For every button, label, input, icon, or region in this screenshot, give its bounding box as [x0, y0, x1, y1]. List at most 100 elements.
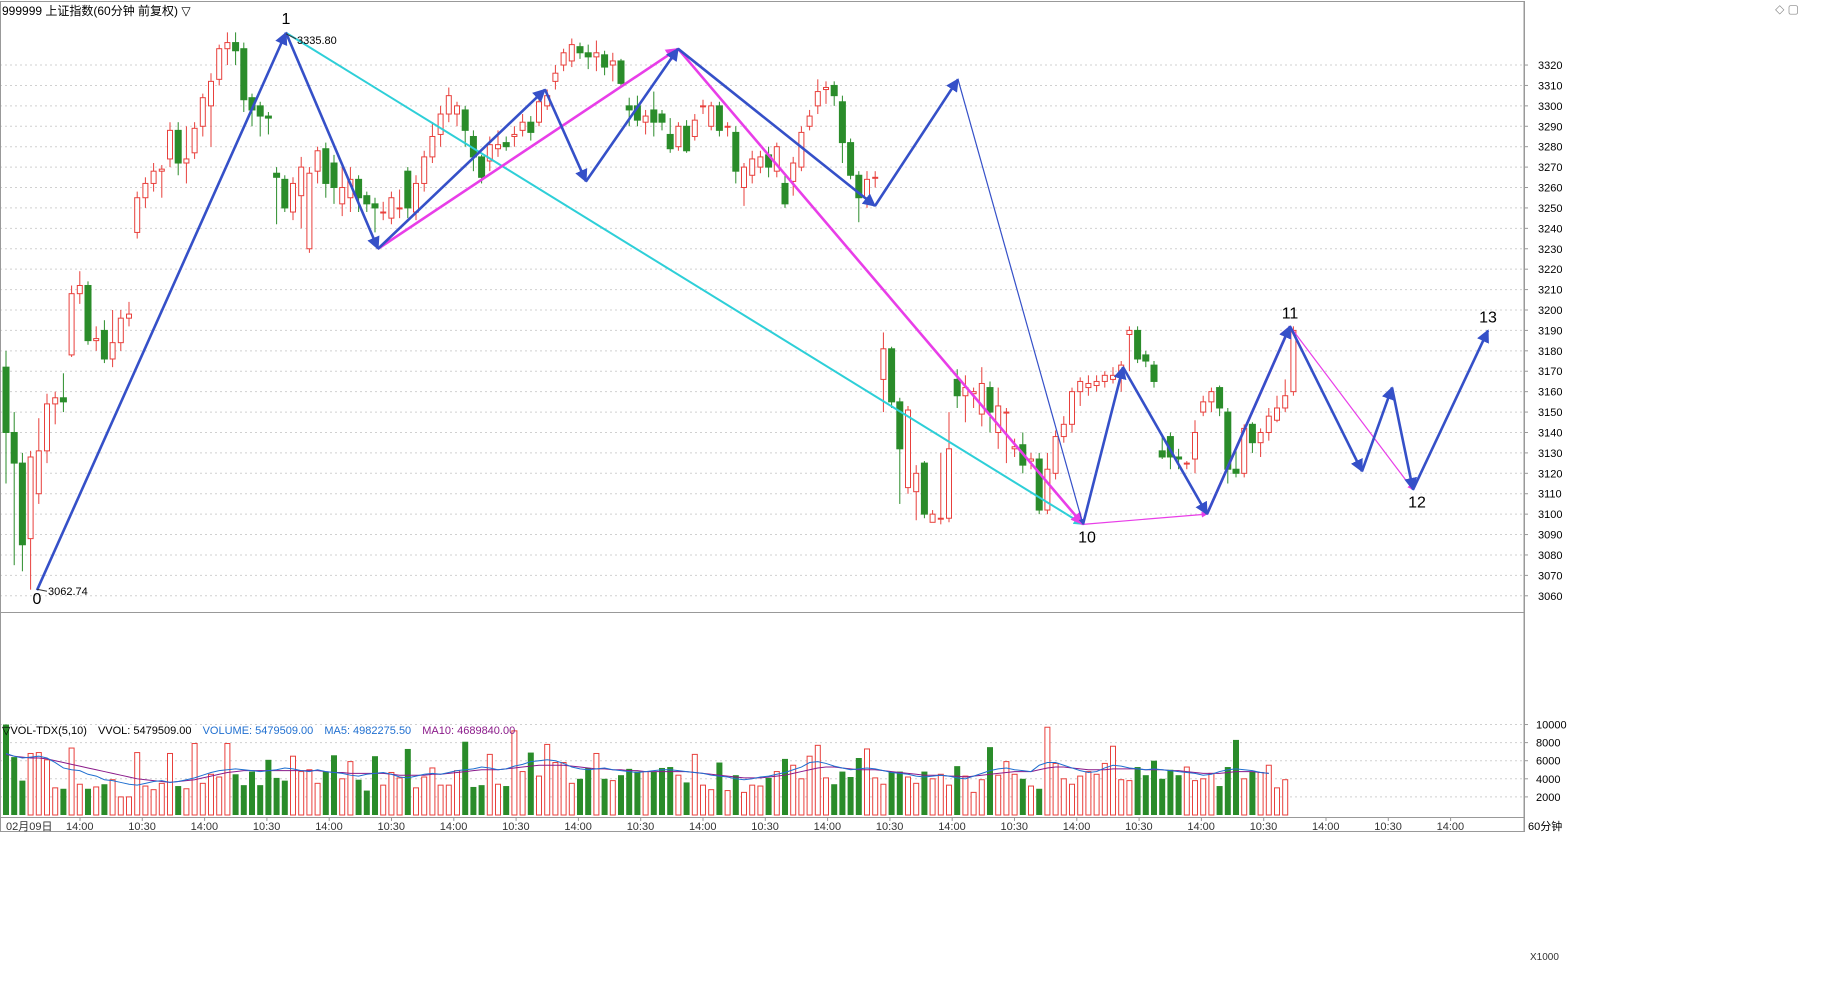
- x-tick-label: 10:30: [502, 821, 530, 833]
- candle-body: [953, 378, 961, 397]
- volume-bar: [765, 777, 772, 815]
- volume-bar: [1118, 779, 1125, 816]
- blue-wave-line: [543, 89, 588, 183]
- volume-bar: [421, 776, 428, 816]
- price-tick-label: 3300: [1538, 101, 1562, 113]
- candle-body: [1134, 329, 1142, 360]
- candle-body: [757, 156, 764, 168]
- candle-body: [1200, 401, 1207, 413]
- candle-body: [527, 121, 535, 133]
- x-tick-label: 10:30: [751, 821, 779, 833]
- wave-label-11: 11: [1282, 305, 1299, 322]
- chart-title[interactable]: 999999 上证指数(60分钟 前复权) ▽: [2, 4, 191, 18]
- volume-bar: [1265, 764, 1272, 816]
- price-tick-label: 3210: [1538, 285, 1562, 297]
- x-tick-label: 10:30: [1374, 821, 1402, 833]
- x-tick-label: 14:00: [814, 821, 842, 833]
- volume-bar: [954, 766, 961, 815]
- x-tick-label: 10:30: [128, 821, 156, 833]
- candle: [256, 101, 264, 137]
- candle: [896, 397, 904, 504]
- volume-bar: [552, 762, 559, 816]
- candle: [675, 122, 682, 151]
- x-tick-label: 02月09日: [6, 821, 52, 833]
- candle: [1069, 387, 1075, 433]
- candle-body: [1060, 423, 1067, 438]
- candle: [167, 122, 173, 168]
- price-tick-label: 3270: [1538, 162, 1562, 174]
- candle: [18, 452, 26, 572]
- volume-bar: [1003, 761, 1010, 816]
- volume-bar: [232, 774, 239, 815]
- candle: [199, 93, 206, 137]
- candle-body: [84, 285, 92, 342]
- candle-body: [552, 72, 559, 82]
- volume-bar: [355, 779, 362, 815]
- candle-body: [216, 48, 223, 80]
- candle-body: [650, 109, 658, 123]
- candle-body: [142, 182, 149, 199]
- candle-body: [905, 409, 911, 489]
- volume-tick-label: 8000: [1536, 738, 1560, 750]
- price-tick-label: 3060: [1538, 591, 1562, 603]
- candle-body: [511, 133, 518, 137]
- volume-moving-averages: [5, 753, 1269, 786]
- volume-bar: [413, 787, 419, 816]
- ma5-label: MA5: 4982275.50: [324, 725, 412, 737]
- restore-window-icon[interactable]: ▢: [1787, 2, 1799, 16]
- candle-body: [18, 462, 26, 546]
- volume-bar: [1060, 778, 1067, 816]
- candle: [273, 167, 281, 225]
- volume-bar: [76, 783, 83, 816]
- candle: [1077, 377, 1084, 406]
- candle-body: [281, 178, 289, 209]
- candle: [52, 391, 59, 425]
- candle-body: [920, 462, 928, 515]
- candle: [1208, 387, 1215, 413]
- volume-bar: [331, 755, 337, 815]
- volume-bar: [216, 776, 223, 816]
- candle-body: [823, 86, 829, 91]
- indicator-name[interactable]: ▽VOL-TDX(5,10): [2, 725, 87, 737]
- price-tick-label: 3250: [1538, 203, 1562, 215]
- volume-bar: [52, 787, 59, 816]
- volume-bar: [60, 788, 67, 815]
- candle: [388, 191, 395, 225]
- candle: [298, 156, 305, 229]
- candle: [650, 91, 658, 137]
- candle-body: [93, 338, 100, 342]
- price-tick-label: 3190: [1538, 325, 1562, 337]
- candle-body: [174, 129, 182, 164]
- candle: [1150, 361, 1158, 388]
- candle-body: [1257, 431, 1264, 444]
- candle-body: [1052, 436, 1059, 474]
- volume-bar: [1036, 788, 1043, 815]
- candle: [584, 44, 592, 70]
- candle: [568, 38, 575, 68]
- candle: [421, 150, 428, 192]
- candle-body: [978, 382, 985, 415]
- blue-wave-line: [677, 47, 877, 207]
- volume-bars: [3, 724, 1289, 816]
- candle-body: [256, 105, 264, 117]
- candle: [437, 105, 444, 147]
- candle-body: [625, 105, 633, 111]
- candle-body: [322, 148, 330, 184]
- diamond-icon[interactable]: ◇: [1775, 2, 1785, 16]
- volume-bar: [93, 786, 100, 816]
- candle-body: [2, 366, 10, 433]
- candle: [715, 101, 723, 137]
- price-tick-label: 3160: [1538, 387, 1562, 399]
- low-price-label: 3062.74: [48, 586, 88, 598]
- x-tick-label: 14:00: [440, 821, 468, 833]
- candle-body: [814, 91, 821, 107]
- candle: [174, 122, 182, 176]
- candle: [593, 40, 600, 72]
- candle-body: [486, 144, 493, 162]
- volume-bar: [1167, 769, 1174, 815]
- candle-body: [1142, 354, 1150, 362]
- volume-bar: [134, 752, 141, 816]
- x-tick-label: 14:00: [1312, 821, 1340, 833]
- window-controls[interactable]: ◇ ▢: [1775, 2, 1799, 16]
